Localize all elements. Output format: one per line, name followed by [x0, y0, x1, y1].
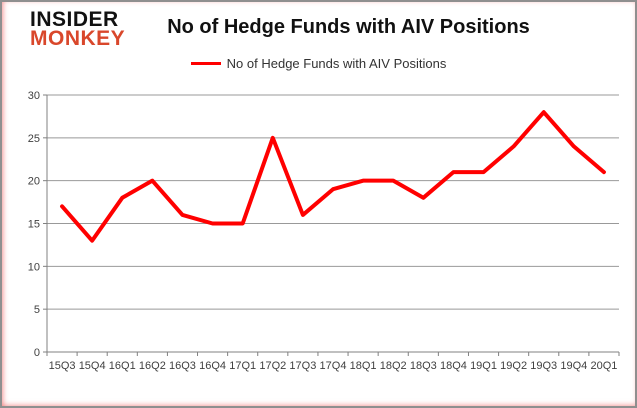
chart-title: No of Hedge Funds with AIV Positions	[167, 16, 530, 38]
x-tick-label: 18Q2	[380, 360, 407, 372]
y-tick-label: 10	[28, 261, 40, 273]
x-tick-label: 17Q2	[259, 360, 286, 372]
x-tick-label: 18Q3	[410, 360, 437, 372]
x-tick-label: 18Q1	[350, 360, 377, 372]
insider-monkey-logo: INSIDER MONKEY	[30, 8, 126, 51]
x-axis: 15Q3 15Q4 16Q1 16Q2 16Q3 16Q4 17Q1 17Q2 17Q3 17Q4…	[46, 351, 620, 372]
x-tick-label: 19Q4	[560, 360, 587, 372]
x-tick-label: 19Q1	[470, 360, 497, 372]
x-tick-label: 17Q3	[289, 360, 316, 372]
x-tick-label: 19Q2	[500, 360, 527, 372]
legend: No of Hedge Funds with AIV Positions	[2, 56, 635, 71]
legend-label: No of Hedge Funds with AIV Positions	[226, 56, 447, 71]
x-tick-label: 16Q2	[139, 360, 166, 372]
y-tick-label: 30	[28, 90, 40, 102]
x-tick-label: 16Q3	[169, 360, 196, 372]
y-axis: 0 5 10 15 20 25 30	[28, 90, 48, 359]
y-tick-label: 15	[28, 219, 40, 231]
y-tick-label: 5	[34, 304, 40, 316]
logo-text-insider: INSIDER	[30, 8, 119, 31]
x-tick-label: 18Q4	[440, 360, 467, 372]
series-line	[60, 110, 606, 243]
x-tick-label: 16Q4	[199, 360, 226, 372]
x-tick-label: 17Q4	[320, 360, 347, 372]
x-tick-label: 15Q3	[49, 360, 76, 372]
x-tick-label: 16Q1	[109, 360, 136, 372]
y-gridlines	[47, 94, 619, 310]
legend-line-swatch	[190, 62, 221, 65]
y-tick-label: 0	[34, 347, 40, 359]
logo-text-monkey: MONKEY	[30, 27, 126, 51]
x-tick-label: 17Q1	[229, 360, 256, 372]
y-tick-label: 20	[28, 176, 40, 188]
y-tick-label: 25	[28, 133, 40, 145]
x-tick-label: 20Q1	[590, 360, 617, 372]
x-tick-label: 19Q3	[530, 360, 557, 372]
x-tick-label: 15Q4	[79, 360, 106, 372]
